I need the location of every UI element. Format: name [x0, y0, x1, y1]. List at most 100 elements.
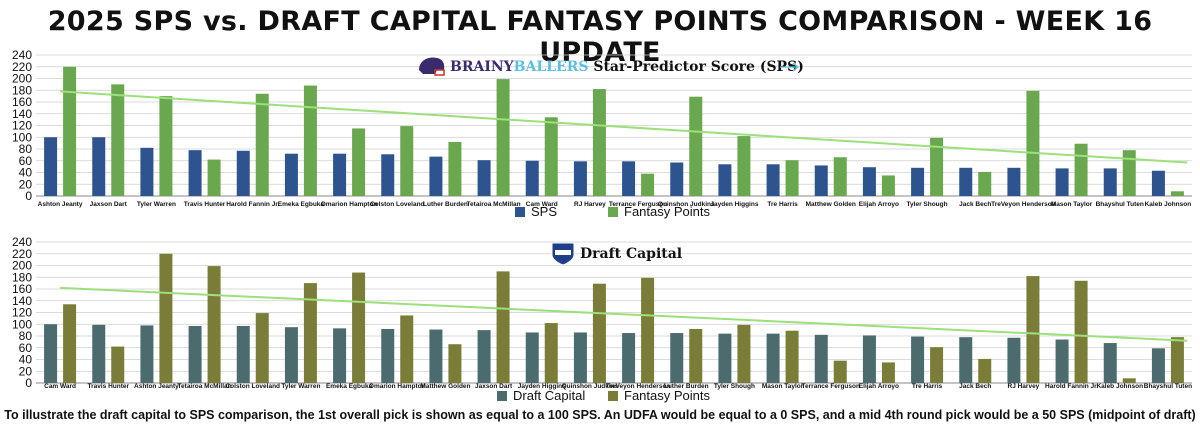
bar-fantasy-points [496, 271, 510, 383]
draft-shield-icon [551, 242, 575, 266]
category-label: Omarion Hampton [369, 383, 426, 390]
draft-capital-chart-title: Draft Capital [580, 246, 682, 262]
y-tick-label: 160 [12, 95, 32, 109]
category-label: Tre Harris [767, 201, 798, 208]
bar-fantasy-points [544, 323, 558, 383]
category-label: Emeka Egbuka [326, 383, 373, 390]
category-label: Mason Taylor [762, 383, 804, 390]
category-label: Kaleb Johnson [1096, 383, 1143, 390]
category-label: TreVeyon Henderson [991, 201, 1056, 208]
helmet-facemask [434, 69, 445, 76]
bar-fantasy-points [1026, 276, 1040, 383]
y-tick-label: 40 [19, 353, 33, 367]
arrow-icon [780, 62, 799, 72]
sps-chart-title: BRAINYBALLERS Star-Predictor Score (SPS) [450, 59, 804, 75]
bar-fantasy-points [159, 253, 173, 383]
bar-fantasy-points [448, 141, 462, 196]
y-tick-label: 180 [12, 83, 32, 97]
bar-fantasy-points [63, 66, 77, 196]
brand-subtitle: Star-Predictor Score (SPS) [588, 59, 803, 75]
bar-fantasy-points [1074, 143, 1088, 196]
trendline [60, 286, 1188, 342]
category-label: Bhayshul Tuten [1144, 383, 1192, 390]
category-label: Tyler Warren [137, 201, 176, 208]
bar-sps [622, 161, 636, 196]
bar-fantasy-points [785, 330, 799, 383]
category-label: Tyler Warren [281, 383, 320, 390]
category-label: Tyler Shough [714, 383, 755, 390]
y-tick-label: 80 [19, 142, 33, 156]
bar-draft-capital [573, 332, 587, 383]
category-label: Travis Hunter [87, 383, 129, 390]
bar-sps [959, 167, 973, 196]
category-label: Elijah Arroyo [859, 383, 899, 390]
legend-label: Draft Capital [513, 388, 585, 403]
bar-fantasy-points [400, 315, 414, 383]
bar-fantasy-points [111, 84, 125, 196]
y-tick-label: 180 [12, 270, 32, 284]
y-tick-label: 240 [12, 235, 32, 249]
category-label: Quinshon Judkins [562, 383, 619, 390]
category-label: Jayden Higgins [710, 201, 758, 208]
bar-fantasy-points [881, 362, 895, 383]
legend-swatch [497, 391, 507, 401]
bar-fantasy-points [207, 266, 221, 383]
bar-draft-capital [1151, 348, 1165, 383]
bar-sps [236, 150, 250, 196]
y-tick-label: 20 [19, 177, 33, 191]
bar-fantasy-points [785, 160, 799, 196]
bar-draft-capital [1055, 339, 1069, 383]
bar-sps [718, 164, 732, 196]
category-label: RJ Harvey [1008, 383, 1040, 390]
bar-draft-capital [429, 329, 443, 383]
category-label: Jayden Higgins [518, 383, 566, 390]
bar-draft-capital [670, 333, 684, 383]
bar-sps [670, 162, 684, 196]
category-label: Elijah Arroyo [859, 201, 899, 208]
y-tick-label: 160 [12, 282, 32, 296]
y-tick-label: 120 [12, 306, 32, 320]
bar-fantasy-points [930, 347, 944, 383]
bar-fantasy-points [689, 96, 703, 196]
category-label: Terrance Ferguson [802, 383, 860, 390]
y-tick-label: 60 [19, 154, 33, 168]
legend-swatch [608, 207, 618, 217]
category-label: TreVeyon Henderson [606, 383, 671, 390]
bar-fantasy-points [400, 126, 414, 196]
bar-fantasy-points [1122, 378, 1136, 383]
bar-fantasy-points [641, 277, 655, 383]
bar-fantasy-points [978, 358, 992, 383]
bar-fantasy-points [159, 96, 173, 196]
y-tick-label: 200 [12, 72, 32, 86]
bar-fantasy-points [592, 283, 606, 383]
bar-draft-capital [236, 326, 250, 383]
trendline [60, 90, 1188, 164]
category-label: Ashton Jeanty [134, 383, 179, 390]
legend-label: Fantasy Points [624, 204, 710, 219]
bar-sps [381, 154, 395, 196]
bar-fantasy-points [111, 346, 125, 383]
category-label: Jack Bech [959, 383, 991, 390]
category-label: Jaxson Dart [90, 201, 128, 208]
bar-draft-capital [477, 330, 491, 383]
bar-fantasy-points [255, 313, 269, 383]
bar-sps [911, 167, 925, 196]
y-tick-label: 60 [19, 341, 33, 355]
bar-sps [1151, 170, 1165, 196]
category-label: Matthew Golden [420, 383, 470, 390]
bar-fantasy-points [930, 137, 944, 196]
bar-sps [92, 137, 106, 196]
bar-fantasy-points [303, 283, 317, 383]
category-label: Cam Ward [44, 383, 76, 390]
bar-fantasy-points [1170, 191, 1184, 196]
y-tick-label: 80 [19, 329, 33, 343]
bar-draft-capital [1103, 343, 1117, 383]
bar-fantasy-points [1122, 150, 1136, 196]
bar-draft-capital [284, 327, 298, 383]
y-tick-label: 140 [12, 107, 32, 121]
brand-name-part2: BALLERS [514, 59, 589, 75]
y-tick-label: 100 [12, 317, 32, 331]
